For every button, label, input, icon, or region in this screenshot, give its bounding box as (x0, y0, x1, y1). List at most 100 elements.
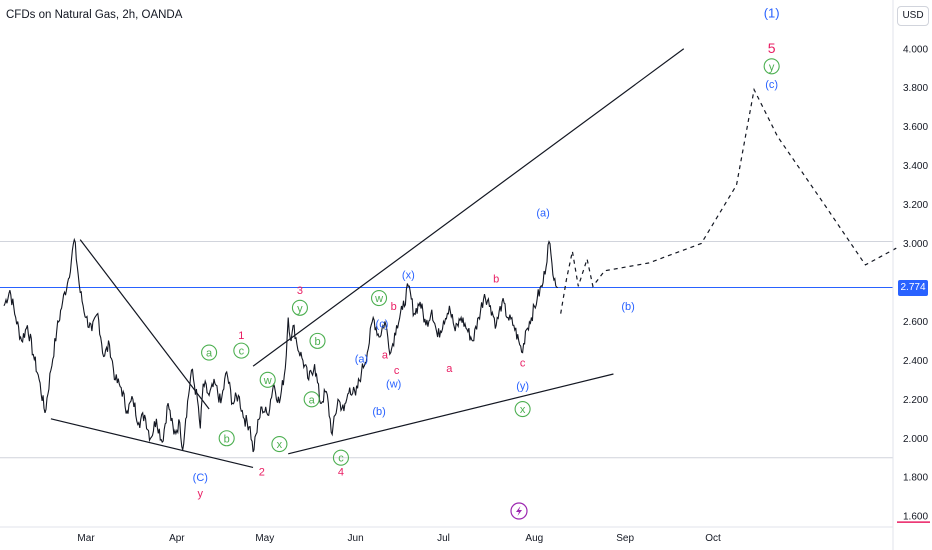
wave-text-19: (b) (621, 301, 634, 313)
wave-label-20: 3 (297, 285, 303, 297)
wave-label-11: c (394, 365, 400, 377)
time-tick-4: Jul (437, 533, 450, 544)
currency-selector[interactable]: USD (897, 6, 929, 26)
wave-circle-29 (271, 436, 288, 453)
wave-text-15: a (446, 363, 453, 375)
wave-text-0: (1) (764, 6, 780, 21)
current-price-tag: 2.774 (898, 280, 928, 296)
wave-text-16: c (520, 357, 526, 369)
wave-text-31: 4 (338, 466, 344, 478)
wave-circle-23 (303, 391, 320, 408)
price-tick-8: 3.400 (903, 161, 928, 172)
trendlines (50, 48, 685, 469)
wave-text-9: (c) (376, 318, 389, 330)
wave-label-26: c (233, 342, 250, 359)
wave-circle-28 (218, 430, 235, 447)
wave-text-26: c (239, 346, 245, 358)
wave-text-24: w (263, 375, 272, 387)
wave-text-12: (w) (386, 379, 401, 391)
wave-text-5: (x) (402, 270, 415, 282)
wave-text-1: 5 (768, 40, 776, 56)
wave-circle-2 (763, 58, 780, 75)
price-tick-6: 3.000 (903, 239, 928, 250)
time-axis[interactable]: Mar Apr May Jun Jul Aug Sep Oct (77, 533, 721, 544)
wave-label-23: a (303, 391, 320, 408)
wave-label-29: x (271, 436, 288, 453)
time-tick-6: Sep (616, 533, 634, 544)
wave-label-17: (y) (516, 381, 529, 393)
wave-text-34: y (198, 488, 204, 500)
price-tick-1: 1.800 (903, 473, 928, 484)
wave-circle-24 (259, 371, 276, 388)
wave-label-22: b (309, 332, 326, 349)
wave-label-28: b (218, 430, 235, 447)
price-line (3, 237, 558, 453)
time-tick-2: May (255, 533, 274, 544)
wave-text-18: x (520, 404, 526, 416)
time-tick-7: Oct (705, 533, 721, 544)
time-tick-3: Jun (348, 533, 364, 544)
price-tick-3: 2.200 (903, 395, 928, 406)
lightning-bolt-shape (516, 506, 522, 516)
flash-button[interactable] (510, 502, 528, 520)
chart-title: CFDs on Natural Gas, 2h, OANDA (6, 9, 183, 21)
wave-text-8: w (374, 293, 383, 305)
wave-circle-26 (233, 342, 250, 359)
wave-label-13: (a) (355, 353, 368, 365)
wave-label-4: (a) (536, 207, 549, 219)
price-axis[interactable]: 1.600 1.800 2.000 2.200 2.400 2.600 3.000 3.200… (897, 44, 930, 523)
trendline-3[interactable] (288, 373, 614, 455)
wave-label-2: y (763, 58, 780, 75)
price-tick-11: 4.000 (903, 44, 928, 55)
wave-annotations: (1)5y(c)(a)(x) bbw(c)ac(w)(a)(b)a c(y)x(b)… (193, 6, 780, 500)
wave-text-13: (a) (355, 353, 368, 365)
wave-circle-18 (514, 400, 531, 418)
wave-label-27: a (201, 344, 218, 361)
wave-circle-8 (370, 289, 388, 307)
price-tick-5: 2.600 (903, 317, 928, 328)
wave-text-23: a (309, 394, 316, 406)
wave-label-1: 5 (768, 40, 776, 56)
price-tick-9: 3.600 (903, 122, 928, 133)
wave-label-10: a (382, 350, 389, 362)
wave-text-20: 3 (297, 285, 303, 297)
trendline-1[interactable] (79, 239, 210, 410)
wave-label-21: y (291, 299, 308, 316)
wave-circle-27 (201, 344, 218, 361)
price-tick-4: 2.400 (903, 356, 928, 367)
wave-label-32: 2 (259, 466, 265, 478)
trendline-0[interactable] (50, 418, 254, 469)
wave-label-31: 4 (338, 466, 344, 478)
price-tick-10: 3.800 (903, 83, 928, 94)
time-tick-5: Aug (525, 533, 543, 544)
projection-line (560, 87, 898, 314)
wave-text-29: x (277, 439, 283, 451)
wave-label-19: (b) (621, 301, 634, 313)
wave-text-17: (y) (516, 381, 529, 393)
wave-text-4: (a) (536, 207, 549, 219)
wave-text-6: b (493, 274, 499, 286)
wave-label-25: 1 (238, 330, 244, 342)
wave-label-0: (1) (764, 6, 780, 21)
trendline-2[interactable] (252, 48, 685, 367)
wave-circle-22 (309, 332, 326, 349)
horizontal-lines (0, 241, 893, 459)
wave-text-14: (b) (372, 406, 385, 418)
wave-text-21: y (297, 303, 303, 315)
wave-label-7: b (391, 301, 397, 313)
projection-series (560, 87, 898, 314)
wave-label-3: (c) (765, 79, 778, 91)
wave-text-27: a (206, 348, 213, 360)
price-tick-0: 1.600 (903, 512, 928, 523)
wave-label-16: c (520, 357, 526, 369)
wave-text-11: c (394, 365, 400, 377)
wave-text-33: (C) (193, 472, 208, 484)
wave-text-2: y (769, 61, 775, 73)
wave-label-24: w (259, 371, 276, 388)
wave-label-34: y (198, 488, 204, 500)
wave-text-25: 1 (238, 330, 244, 342)
wave-label-18: x (514, 400, 531, 418)
wave-label-5: (x) (402, 270, 415, 282)
price-tick-7: 3.200 (903, 200, 928, 211)
